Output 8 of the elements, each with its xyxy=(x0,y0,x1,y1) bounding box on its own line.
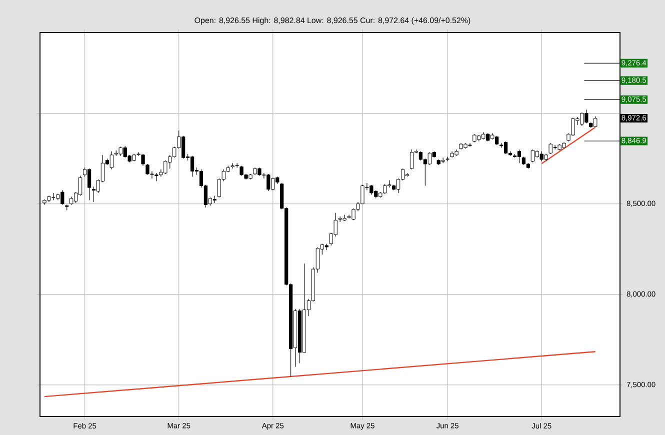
candlestick xyxy=(87,168,92,201)
candlestick xyxy=(110,151,114,170)
candlestick xyxy=(410,149,414,170)
candlestick xyxy=(517,149,522,164)
candlestick xyxy=(446,156,450,162)
candlestick xyxy=(418,151,423,161)
candlestick xyxy=(190,156,194,177)
candlestick xyxy=(504,141,508,154)
